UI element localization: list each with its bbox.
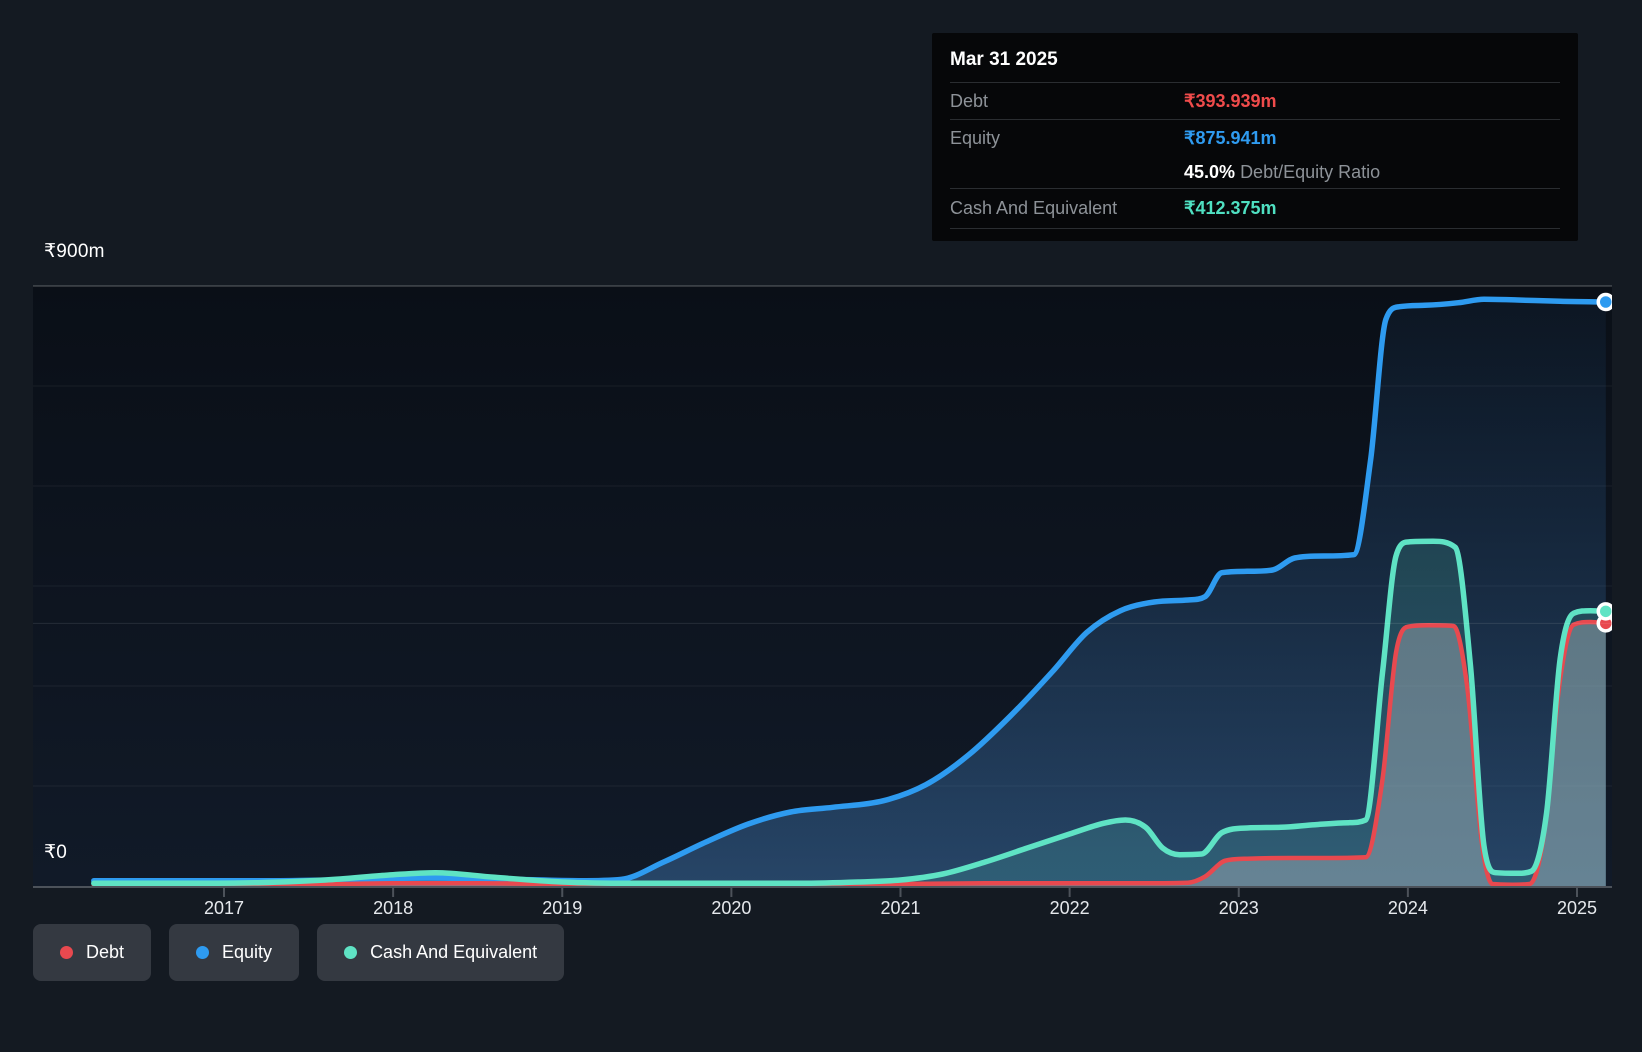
x-axis-label: 2024 <box>1388 898 1428 918</box>
chart-tooltip: Mar 31 2025 Debt ₹393.939m Equity ₹875.9… <box>932 33 1578 241</box>
x-axis-label: 2022 <box>1050 898 1090 918</box>
legend-cash-label: Cash And Equivalent <box>370 942 538 962</box>
equity-end-dot <box>1596 292 1612 312</box>
tooltip-date: Mar 31 2025 <box>950 33 1560 83</box>
tooltip-row-cash: Cash And Equivalent ₹412.375m <box>950 188 1560 229</box>
x-axis-label: 2018 <box>373 898 413 918</box>
equity-area <box>93 299 1606 886</box>
cash-area <box>93 541 1606 886</box>
x-axis-label: 2019 <box>542 898 582 918</box>
tooltip-equity-value: ₹875.941m <box>1184 127 1277 148</box>
cash-legend-dot-icon <box>344 946 358 959</box>
y-axis-label-max: ₹900m <box>44 241 105 262</box>
equity-legend-dot-icon <box>196 946 210 959</box>
legend-item-equity[interactable]: Equity <box>169 924 300 981</box>
x-axis-label: 2021 <box>880 898 920 918</box>
legend-item-debt[interactable]: Debt <box>33 924 152 981</box>
tooltip-cash-value: ₹412.375m <box>1184 198 1277 218</box>
tooltip-row-ratio: 45.0% Debt/Equity Ratio <box>950 156 1560 188</box>
legend-equity-label: Equity <box>222 942 273 962</box>
y-axis-label-zero: ₹0 <box>44 842 68 863</box>
debt-equity-ratio-label: Debt/Equity Ratio <box>1240 161 1381 182</box>
tooltip-equity-label: Equity <box>950 127 1001 148</box>
x-axis-label: 2017 <box>204 898 244 918</box>
tooltip-row-debt: Debt ₹393.939m <box>950 83 1560 120</box>
x-axis-label: 2025 <box>1557 898 1597 918</box>
x-axis-label: 2023 <box>1219 898 1259 918</box>
tooltip-debt-label: Debt <box>950 90 989 111</box>
debt-equity-ratio-value: 45.0% <box>1184 161 1236 182</box>
tooltip-row-equity: Equity ₹875.941m <box>950 120 1560 156</box>
legend-debt-label: Debt <box>86 942 125 962</box>
cash-end-dot <box>1596 602 1612 621</box>
tooltip-debt-value: ₹393.939m <box>1184 90 1277 111</box>
chart-legend: Debt Equity Cash And Equivalent <box>33 924 565 981</box>
debt-legend-dot-icon <box>60 946 73 959</box>
cash-line <box>91 538 1609 887</box>
legend-item-cash[interactable]: Cash And Equivalent <box>317 924 565 981</box>
series-layer <box>91 292 1612 888</box>
tooltip-cash-label: Cash And Equivalent <box>950 198 1118 218</box>
debt-area <box>93 622 1606 886</box>
x-axis-label: 2020 <box>711 898 751 918</box>
